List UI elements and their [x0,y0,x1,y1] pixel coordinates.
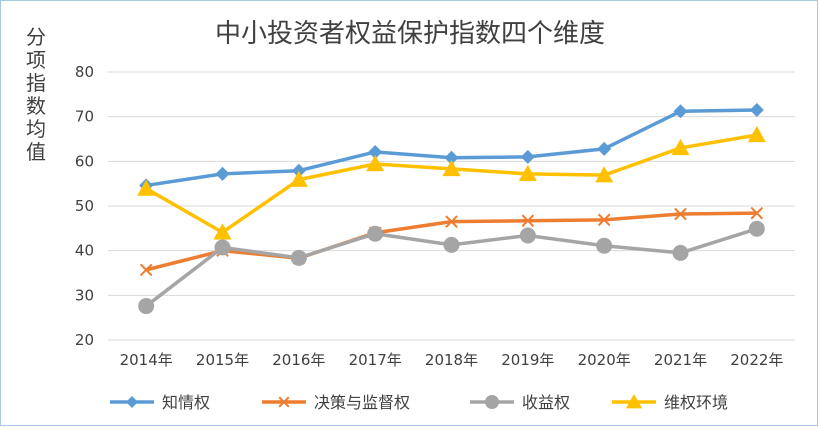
data-point-diamond [126,396,138,408]
data-point-circle [672,244,689,261]
y-tick-label: 40 [75,242,94,260]
data-point-x-stroke [521,214,535,228]
data-point-diamond [673,104,688,119]
data-point-x [674,207,687,221]
data-point-triangle [366,155,385,172]
x-tick-label: 2021年 [654,351,707,369]
series-3 [137,125,766,240]
data-point-x-stroke [278,396,290,408]
data-point-x [597,213,611,227]
series-2 [138,220,765,315]
y-tick-label: 70 [75,108,94,126]
data-point-x [750,206,764,220]
y-axis-label-char: 项 [26,48,46,72]
x-tick-label: 2022年 [730,351,783,369]
legend: 知情权 决策与监督权 收益权 维权环境 [110,393,728,412]
data-point-x-stroke [139,263,153,277]
legend-label: 知情权 [162,393,210,412]
x-tick-label: 2017年 [349,351,402,369]
data-point-x [278,396,290,408]
data-point-triangle [626,394,642,409]
chart-title: 中小投资者权益保护指数四个维度 [215,19,605,49]
y-axis-label-char: 分 [26,25,46,49]
x-tick-label: 2015年 [196,351,249,369]
data-point-circle [214,239,231,256]
data-point-x [139,263,153,277]
x-tick-label: 2019年 [501,351,554,369]
data-point-x-stroke [750,206,764,220]
series-line [145,133,758,235]
y-axis-label-char: 指 [26,71,46,95]
y-axis-label-char: 值 [26,140,46,164]
data-point-x-stroke [597,213,611,227]
data-point-circle [367,225,384,242]
data-point-triangle [442,159,461,177]
legend-item: 收益权 [470,393,570,412]
data-point-triangle [137,179,156,196]
legend-label: 收益权 [522,393,570,412]
y-axis-ticks: 20 30 40 50 60 70 80 [75,63,94,349]
data-point-x [445,215,458,228]
data-point-circle [138,298,155,315]
legend-item: 知情权 [110,393,210,412]
y-tick-label: 20 [75,331,94,349]
y-tick-label: 30 [75,286,94,304]
legend-item: 决策与监督权 [262,393,410,412]
data-point-triangle [671,138,690,156]
data-point-diamond [597,141,612,156]
data-point-circle [290,249,307,266]
data-point-triangle [747,125,766,143]
y-axis-label-char: 均 [26,117,46,141]
data-point-diamond [368,144,383,159]
data-point-circle [519,227,536,244]
legend-label: 维权环境 [664,393,728,412]
y-axis-label-char: 数 [26,94,46,118]
y-tick-label: 50 [75,197,94,215]
data-point-diamond [749,102,764,117]
series-lines [137,102,766,315]
x-axis-ticks: 2014年 2015年 2016年 2017年 2018年 2019年 2020年 2021年… [120,351,784,369]
data-point-x-stroke [674,207,687,221]
data-point-triangle [213,223,232,240]
data-point-circle [443,236,460,253]
x-tick-label: 2018年 [425,351,478,369]
data-point-x [521,214,535,228]
y-tick-label: 60 [75,152,94,170]
data-point-triangle [595,166,614,183]
data-point-triangle [289,170,308,187]
data-point-diamond [215,166,230,181]
x-tick-label: 2014年 [120,351,173,369]
data-point-diamond [444,150,459,165]
x-tick-label: 2020年 [578,351,631,369]
data-point-circle [596,237,613,254]
x-tick-label: 2016年 [272,351,325,369]
data-point-circle [485,395,499,409]
data-point-circle [748,220,765,237]
data-point-diamond [520,149,535,164]
data-point-triangle [518,164,537,182]
y-tick-label: 80 [75,63,94,81]
data-point-x-stroke [445,215,458,228]
legend-item: 维权环境 [612,393,728,412]
legend-label: 决策与监督权 [314,393,410,412]
